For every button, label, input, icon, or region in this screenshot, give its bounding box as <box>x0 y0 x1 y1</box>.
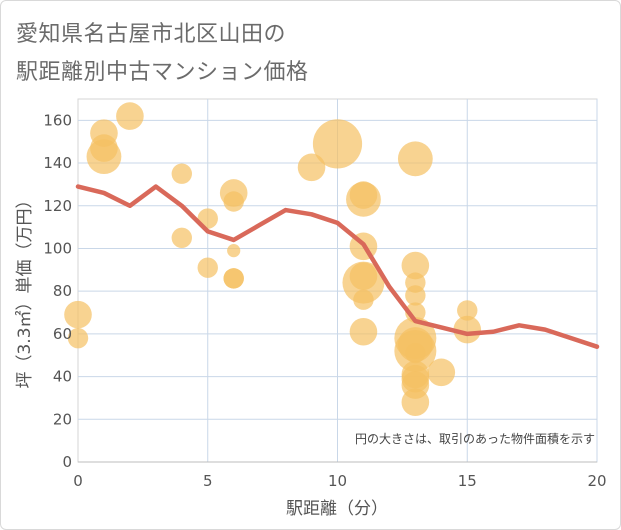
bubble-point <box>349 317 378 346</box>
bubble-point <box>353 289 374 310</box>
y-tick-label: 80 <box>53 282 72 300</box>
y-tick-label: 160 <box>43 111 72 129</box>
x-tick-label: 0 <box>73 472 83 490</box>
y-tick-label: 0 <box>62 453 72 471</box>
bubble-point <box>401 251 430 280</box>
axis-ticks: 0 20 40 60 80 100 120 140 160 0 5 10 15 20 <box>43 111 606 490</box>
bubble-point <box>457 300 478 321</box>
bubble-point <box>171 227 192 248</box>
bubble-point <box>405 342 426 364</box>
x-tick-label: 15 <box>458 472 477 490</box>
bubble-point <box>453 315 482 344</box>
grid <box>78 99 598 462</box>
bubble-point <box>67 327 89 349</box>
y-tick-label: 40 <box>53 368 72 386</box>
bubble-point <box>397 141 433 177</box>
chart-title-line-2: 駅距離別中古マンション価格 <box>16 60 309 85</box>
bubble-point <box>297 153 326 182</box>
x-tick-label: 20 <box>587 472 606 490</box>
bubble-point <box>223 191 244 212</box>
bubble-point <box>349 181 378 209</box>
y-tick-label: 120 <box>43 197 72 215</box>
bubble-point <box>227 244 241 258</box>
average-price-line <box>75 184 600 349</box>
y-axis-title: 坪（3.3㎡）単価（万円） <box>15 191 35 388</box>
bubble-point <box>401 388 430 417</box>
average-line-series <box>75 184 600 349</box>
y-tick-label: 140 <box>43 154 72 172</box>
bubble-point <box>64 300 92 329</box>
bubble-point <box>171 163 192 184</box>
bubble-point <box>116 102 144 130</box>
chart-title-line-1: 愛知県名古屋市北区山田の <box>16 22 287 47</box>
y-tick-label: 20 <box>53 410 72 428</box>
bubble-point <box>349 262 378 291</box>
bubble-point <box>427 358 456 387</box>
x-tick-label: 5 <box>203 472 213 490</box>
y-tick-label: 60 <box>53 325 72 343</box>
bubble-point <box>312 119 363 169</box>
bubble-point <box>405 285 426 306</box>
x-axis-title: 駅距離（分） <box>286 499 388 519</box>
y-tick-label: 100 <box>43 239 72 257</box>
note-text: 円の大きさは、取引のあった物件面積を示す <box>355 431 595 446</box>
bubble-point <box>197 257 218 278</box>
bubble-point <box>90 134 118 162</box>
x-tick-label: 10 <box>328 472 347 490</box>
bubble-point <box>223 268 244 289</box>
